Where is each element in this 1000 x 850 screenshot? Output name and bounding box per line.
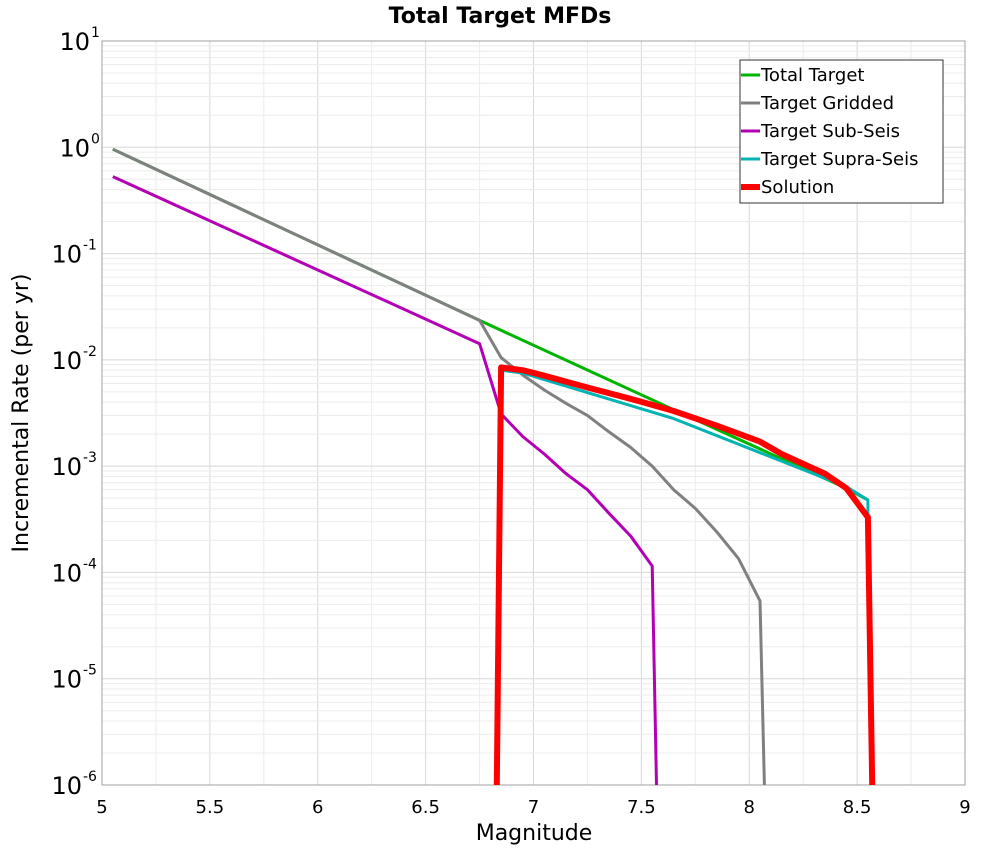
y-tick-label: 10 -1 [51,238,97,269]
y-axis-label: Incremental Rate (per yr) [9,274,34,553]
x-tick-label: 7.5 [627,797,656,818]
y-tick-exponent: -5 [83,663,97,679]
plot-area [101,40,966,786]
series-line-target-sub-seis [112,175,658,785]
y-tick-exponent: -2 [83,344,97,360]
x-tick-label: 5.5 [196,797,225,818]
y-tick-base: 10 [51,559,82,587]
series-line-target-gridded [112,147,766,785]
y-tick-exponent: 1 [91,25,100,41]
legend-label-target-gridded: Target Gridded [760,93,894,114]
x-axis-ticks: 5 5.5 6 6.5 7 7.5 8 8.5 9 [96,797,970,818]
legend-box [739,59,944,204]
x-tick-label: 6.5 [411,797,440,818]
y-tick-label: 10 1 [59,25,99,56]
x-tick-label: 9 [959,797,970,818]
grid [101,40,966,786]
x-axis-label: Magnitude [476,821,593,846]
y-tick-exponent: -6 [83,769,97,785]
y-tick-label: 10 0 [59,131,99,162]
y-tick-base: 10 [51,453,82,481]
x-tick-label: 7 [528,797,539,818]
y-tick-label: 10 -4 [51,556,97,587]
legend-label-solution: Solution [761,177,834,198]
x-tick-label: 8 [744,797,755,818]
y-tick-label: 10 -3 [51,450,97,481]
y-tick-exponent: -3 [83,450,97,466]
legend-label-target-supra-seis: Target Supra-Seis [760,149,918,170]
series-line-solution [493,364,876,785]
x-tick-label: 6 [312,797,323,818]
y-tick-exponent: -1 [83,238,97,254]
y-tick-base: 10 [59,28,90,56]
y-tick-label: 10 -6 [51,769,97,800]
y-tick-base: 10 [51,772,82,800]
y-tick-base: 10 [51,666,82,694]
legend: Total Target Target Gridded Target Sub-Sei… [739,59,944,204]
y-tick-base: 10 [51,241,82,269]
y-tick-label: 10 -5 [51,663,97,694]
y-tick-exponent: -4 [83,556,97,572]
x-tick-label: 8.5 [843,797,872,818]
y-tick-base: 10 [59,134,90,162]
legend-label-target-sub-seis: Target Sub-Seis [760,121,900,142]
y-tick-base: 10 [51,347,82,375]
x-tick-label: 5 [96,797,107,818]
chart-title: Total Target MFDs [389,4,612,29]
y-tick-exponent: 0 [91,131,100,147]
legend-label-total-target: Total Target [760,65,864,86]
series-layer [112,147,876,785]
y-tick-label: 10 -2 [51,344,97,375]
